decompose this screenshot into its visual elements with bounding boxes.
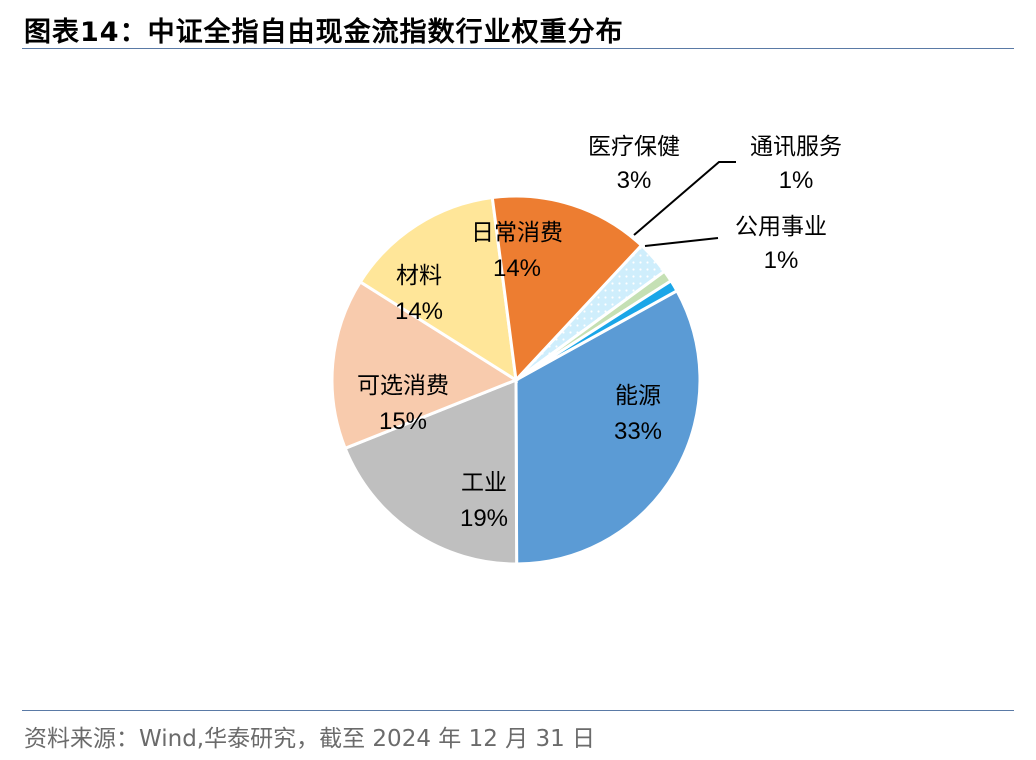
slice-name-label: 通讯服务	[750, 134, 842, 160]
leader-line	[633, 161, 736, 236]
slice-name-label: 日常消费	[471, 220, 563, 246]
pie-slice-1	[514, 288, 702, 566]
slice-labels: 能源 33% 工业 19% 可选消费 15% 材料 14% 日常消费 14% 医疗保健 3% 通讯服务 1…	[357, 134, 842, 532]
pie-slice-2	[343, 377, 519, 566]
slice-percent-label: 1%	[779, 167, 814, 194]
leader-lines	[633, 161, 736, 247]
slice-percent-label: 15%	[379, 408, 427, 435]
title-divider	[22, 48, 1014, 49]
slice-name-label: 公用事业	[735, 214, 827, 240]
footer-divider	[22, 710, 1014, 711]
pie-slice-5	[490, 194, 644, 384]
slice-percent-label: 14%	[493, 255, 541, 282]
leader-line	[644, 237, 719, 247]
slice-name-label: 材料	[396, 263, 442, 289]
slice-name-label: 能源	[615, 383, 661, 409]
pie-slice-4	[358, 195, 518, 383]
slice-percent-label: 33%	[614, 418, 662, 445]
slice-name-label: 可选消费	[357, 373, 449, 399]
pie-slices	[330, 194, 702, 566]
page-title: 图表14：中证全指自由现金流指数行业权重分布	[24, 17, 624, 48]
slice-name-label: 工业	[461, 470, 507, 496]
pie-slice-3	[330, 279, 520, 451]
source-note: 资料来源：Wind,华泰研究，截至 2024 年 12 月 31 日	[24, 726, 596, 752]
slice-percent-label: 3%	[617, 167, 652, 194]
slice-percent-label: 19%	[460, 505, 508, 532]
slice-percent-label: 1%	[764, 247, 799, 274]
slice-percent-label: 14%	[395, 298, 443, 325]
slice-name-label: 医疗保健	[588, 134, 680, 160]
pie-slice-8	[515, 278, 679, 382]
